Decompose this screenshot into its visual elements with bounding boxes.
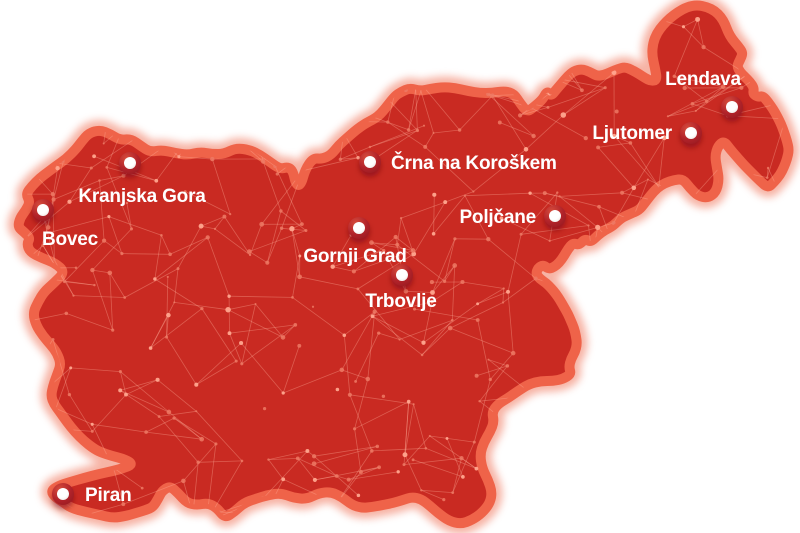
city-label-lendava: Lendava [665, 69, 741, 90]
city-label-poljcane: Poljčane [459, 207, 536, 228]
city-label-gornji-grad: Gornji Grad [303, 246, 406, 267]
marker-dot [396, 269, 408, 281]
city-marker-gornji-grad[interactable]: Gornji Grad [303, 217, 407, 267]
city-marker-lendava[interactable]: Lendava [665, 69, 743, 122]
city-marker-poljcane[interactable]: Poljčane [459, 205, 566, 231]
marker-dot [353, 222, 365, 234]
city-markers: Bovec Kranjska Gora Črna na Koroškem Gornji… [32, 69, 743, 509]
marker-dot [685, 127, 697, 139]
marker-dot [364, 156, 376, 168]
city-label-piran: Piran [85, 485, 132, 506]
city-marker-trbovlje[interactable]: Trbovlje [365, 264, 437, 312]
city-marker-bovec[interactable]: Bovec [32, 199, 99, 250]
city-label-ljutomer: Ljutomer [592, 123, 672, 144]
city-label-trbovlje: Trbovlje [365, 291, 436, 312]
marker-dot [549, 210, 561, 222]
city-marker-piran[interactable]: Piran [52, 483, 132, 509]
marker-dot [124, 157, 136, 169]
city-marker-ljutomer[interactable]: Ljutomer [592, 122, 702, 148]
city-label-crna-na-koroskem: Črna na Koroškem [391, 152, 557, 174]
marker-dot [726, 101, 738, 113]
city-label-bovec: Bovec [42, 229, 99, 250]
city-marker-crna-na-koroskem[interactable]: Črna na Koroškem [359, 151, 557, 177]
marker-dot [37, 204, 49, 216]
marker-dot [57, 488, 69, 500]
city-label-kranjska-gora: Kranjska Gora [78, 186, 206, 207]
city-marker-kranjska-gora[interactable]: Kranjska Gora [78, 152, 206, 207]
